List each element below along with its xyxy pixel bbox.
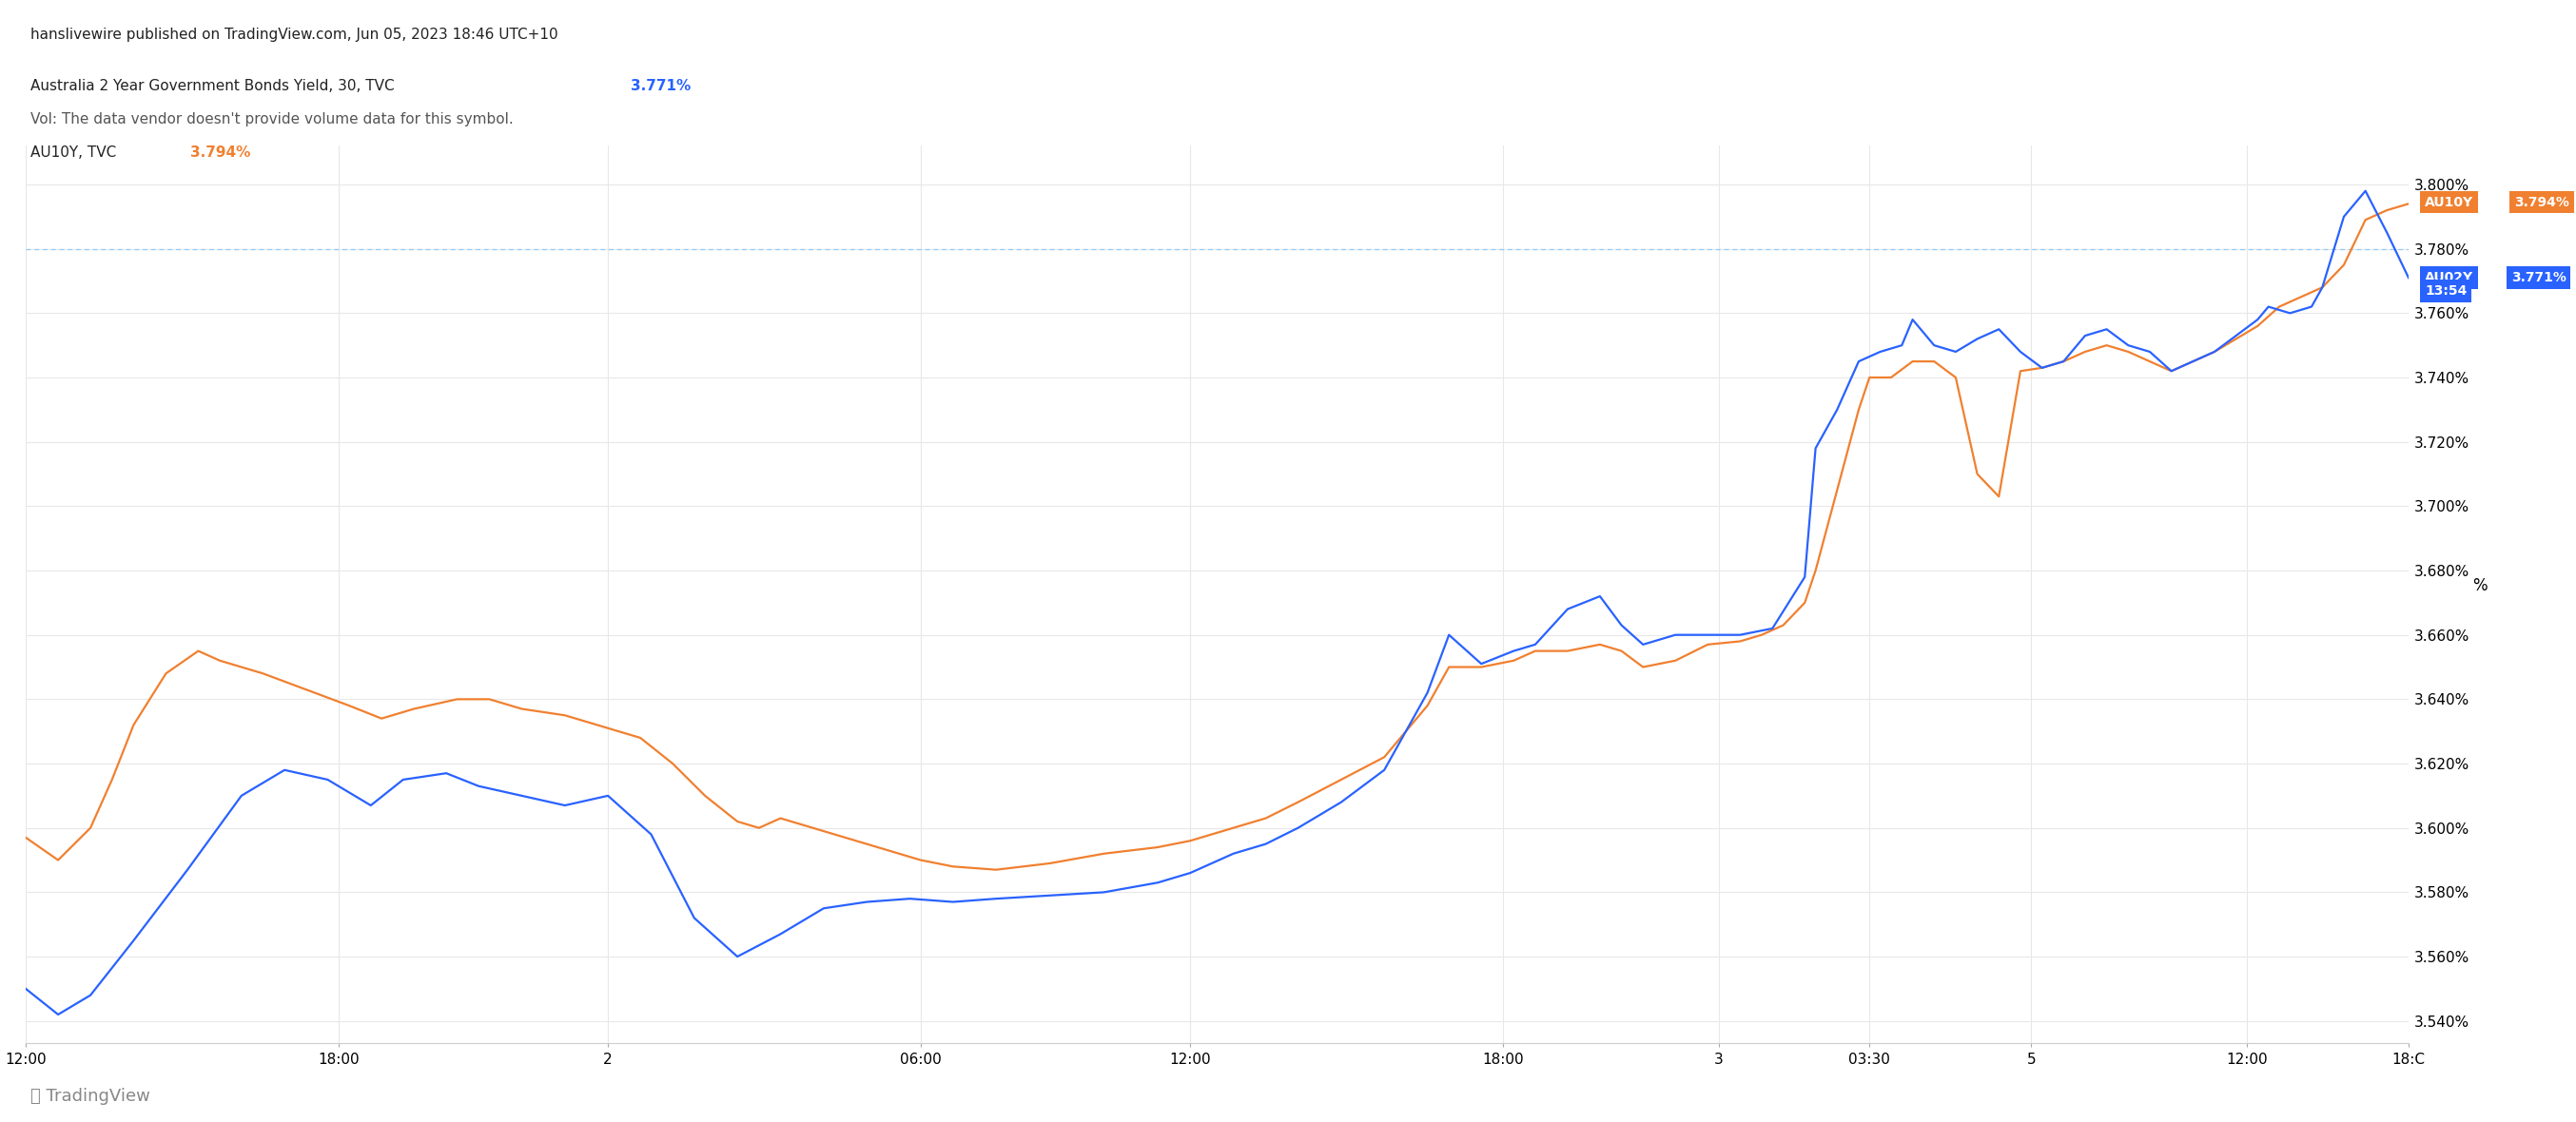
Text: AU02Y: AU02Y [2424,272,2473,284]
Y-axis label: %: % [2473,578,2488,595]
Text: 13:54: 13:54 [2424,284,2468,297]
Text: 3.794%: 3.794% [2514,195,2568,209]
Text: 3.794%: 3.794% [191,146,250,160]
Text: hanslivewire published on TradingView.com, Jun 05, 2023 18:46 UTC+10: hanslivewire published on TradingView.co… [31,28,559,43]
Text: Australia 2 Year Government Bonds Yield, 30, TVC: Australia 2 Year Government Bonds Yield,… [31,79,394,93]
Text: 3.771%: 3.771% [631,79,690,93]
Text: AU10Y, TVC: AU10Y, TVC [31,146,116,160]
Text: Ⓢ TradingView: Ⓢ TradingView [31,1088,149,1105]
Text: AU10Y: AU10Y [2424,195,2473,209]
Text: Vol: The data vendor doesn't provide volume data for this symbol.: Vol: The data vendor doesn't provide vol… [31,112,515,127]
Text: 3.771%: 3.771% [2512,272,2566,284]
